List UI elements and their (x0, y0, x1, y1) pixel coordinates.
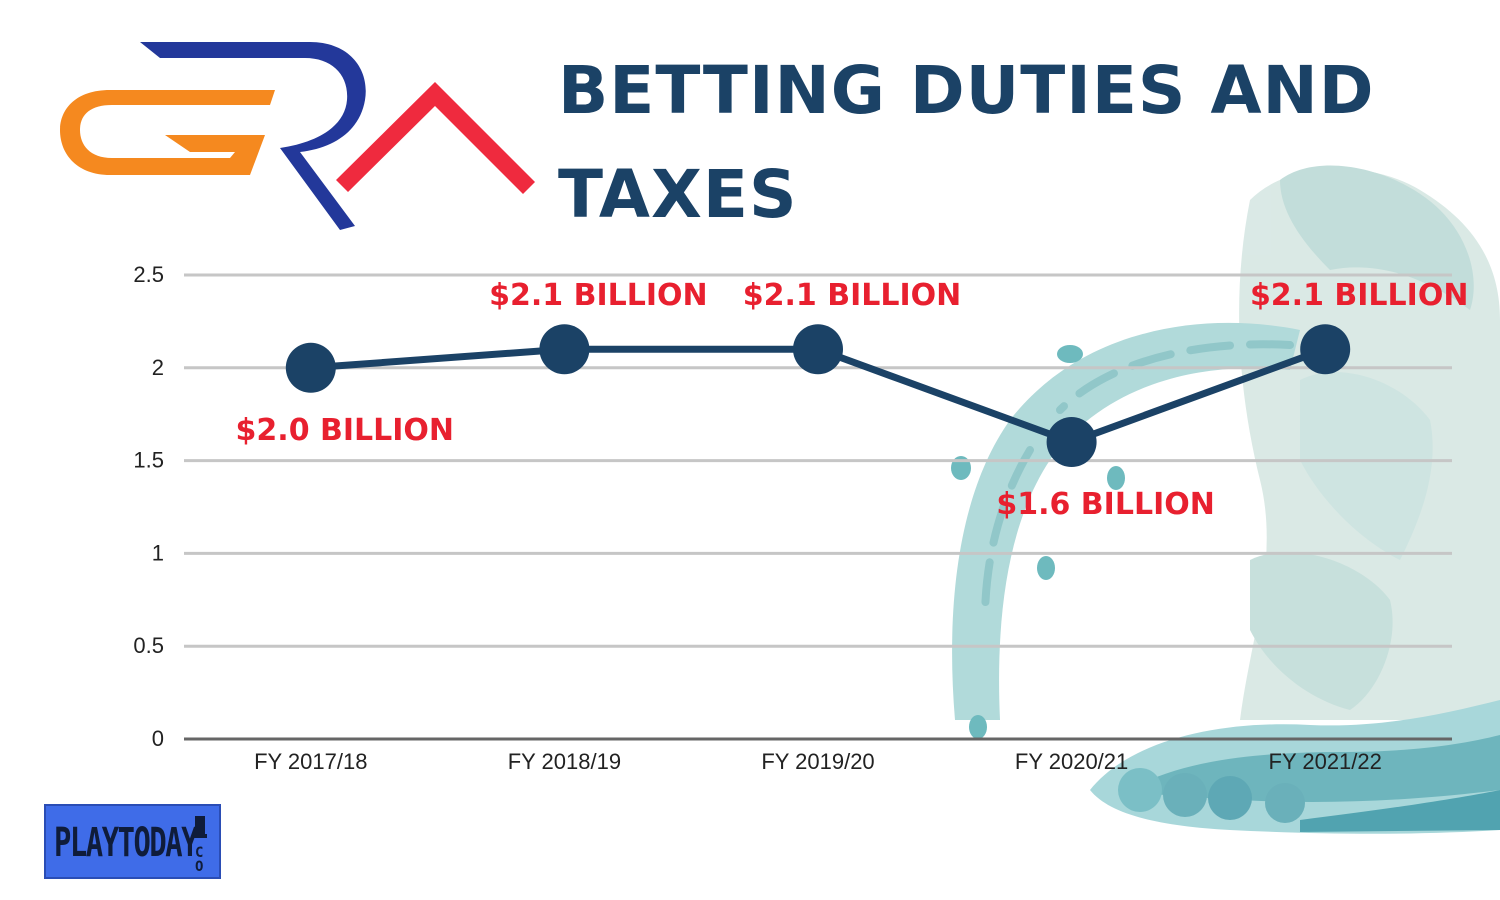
series-betting-duties (285, 324, 1351, 468)
data-point[interactable] (1300, 324, 1351, 375)
data-label: $2.1 BILLION (489, 278, 708, 313)
data-labels: $2.0 BILLION $2.1 BILLION $2.1 BILLION $1.6… (236, 278, 1469, 522)
x-tick-label: FY 2018/19 (508, 749, 621, 774)
data-point[interactable] (285, 342, 336, 393)
data-point[interactable] (1046, 417, 1097, 468)
data-label: $2.1 BILLION (1250, 278, 1469, 313)
chart-title-line-1: BETTING DUTIES AND (558, 52, 1375, 129)
x-tick-label: FY 2017/18 (254, 749, 367, 774)
playtoday-logo-suffix: CO (195, 845, 204, 875)
data-label: $2.0 BILLION (236, 413, 455, 448)
x-tick-label: FY 2019/20 (761, 749, 874, 774)
y-tick-label: 1 (152, 540, 164, 565)
x-tick-label: FY 2021/22 (1269, 749, 1382, 774)
y-tick-label: 0.5 (133, 633, 164, 658)
gra-logo (60, 42, 535, 230)
chart-gridlines (184, 273, 1452, 741)
chart-title-line-2: TAXES (558, 156, 798, 233)
data-point[interactable] (539, 324, 590, 375)
y-tick-label: 1.5 (133, 448, 164, 473)
y-tick-label: 2.5 (133, 262, 164, 287)
top-hat-icon (193, 816, 207, 838)
x-tick-label: FY 2020/21 (1015, 749, 1128, 774)
y-tick-label: 0 (152, 726, 164, 751)
x-axis-tick-labels: FY 2017/18 FY 2018/19 FY 2019/20 FY 2020/21… (254, 749, 1382, 774)
playtoday-logo-text: PLAYTODAY (54, 820, 199, 866)
data-label: $2.1 BILLION (743, 278, 962, 313)
y-tick-label: 2 (152, 355, 164, 380)
data-point[interactable] (793, 324, 843, 375)
data-label: $1.6 BILLION (996, 487, 1215, 522)
y-axis-tick-labels: 0 0.5 1 1.5 2 2.5 (133, 262, 164, 751)
playtoday-logo: PLAYTODAY CO (44, 804, 221, 879)
